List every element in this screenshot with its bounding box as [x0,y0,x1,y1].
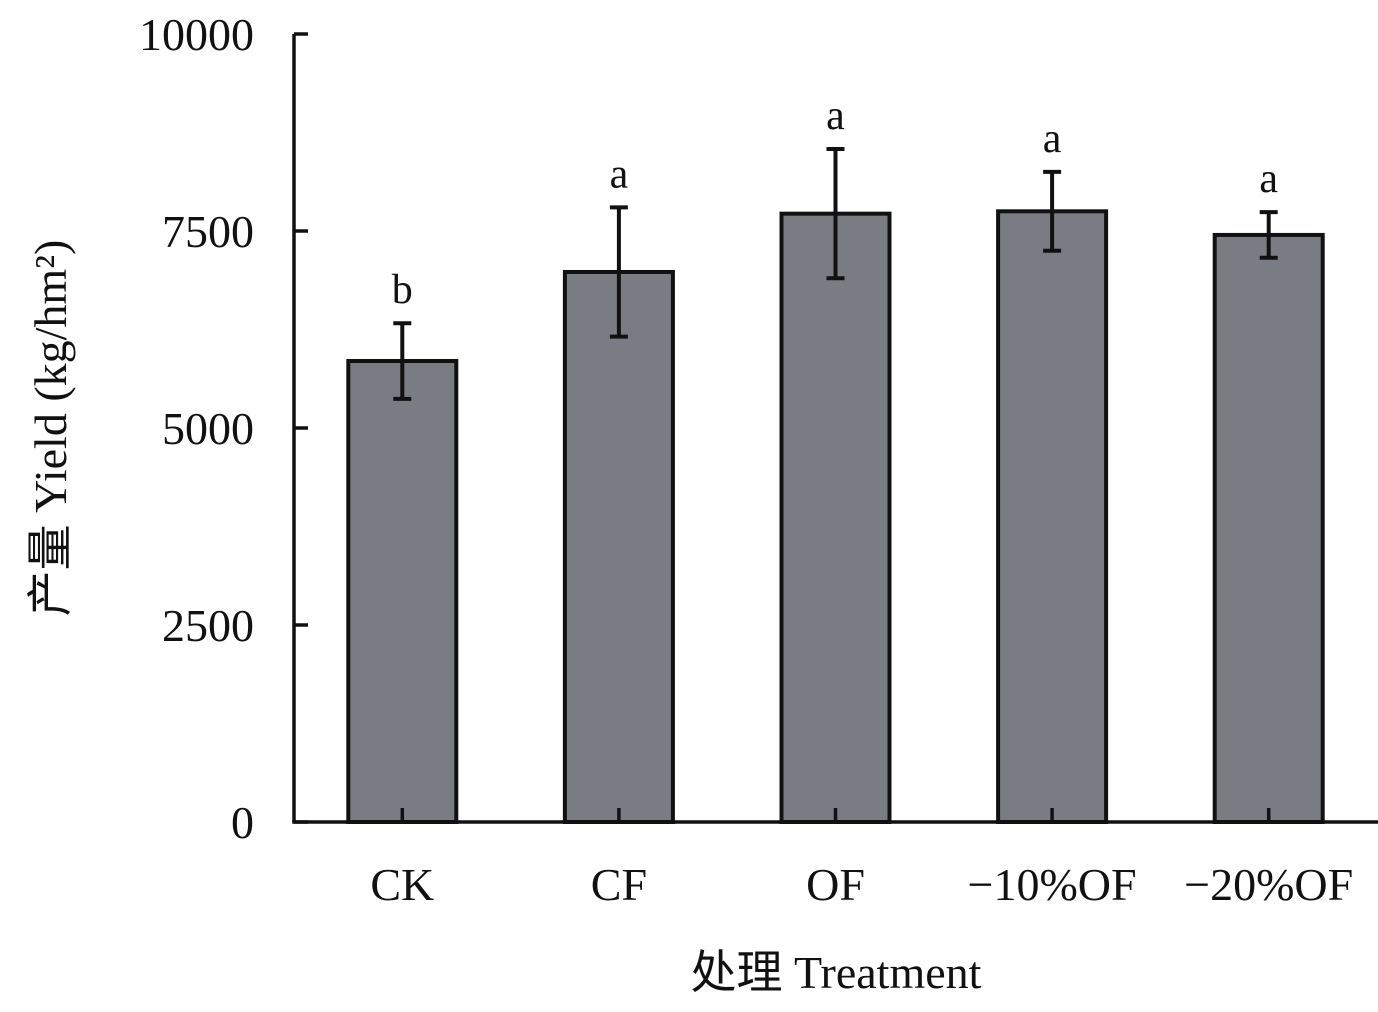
x-axis-title: 处理 Treatment [691,947,982,998]
x-tick-label: CK [370,859,434,910]
y-axis-title: 产量 Yield (kg/hm²) [25,240,76,617]
y-tick-label: 0 [231,797,254,848]
bar [996,209,1109,825]
significance-label: a [610,151,629,197]
x-tick-label: −10%OF [968,859,1137,910]
bar [562,269,675,824]
x-tick-label: OF [806,859,865,910]
significance-label: b [392,267,413,313]
significance-label: a [1259,156,1278,202]
bar [779,211,892,824]
significance-label: a [1043,116,1062,162]
y-tick-label: 10000 [139,9,254,60]
y-tick-label: 7500 [162,206,254,257]
y-tick-label: 5000 [162,403,254,454]
significance-label: a [826,93,845,139]
x-tick-label: −20%OF [1184,859,1353,910]
bar [1212,232,1325,824]
y-tick-label: 2500 [162,600,254,651]
bar [346,359,459,824]
plot-area: 0 2500 5000 7500 10000 b CK a CF a OF a −10%OF a −20%O… [139,9,1378,910]
x-tick-label: CF [591,859,647,910]
